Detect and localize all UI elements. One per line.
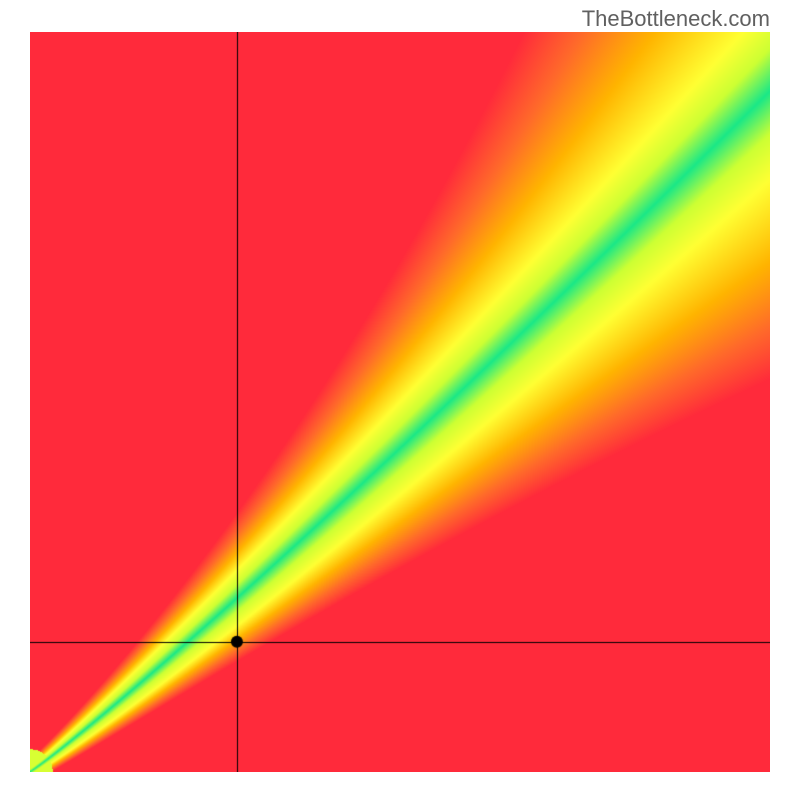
heatmap-chart [30,32,770,772]
watermark-text: TheBottleneck.com [582,6,770,32]
heatmap-canvas [30,32,770,772]
